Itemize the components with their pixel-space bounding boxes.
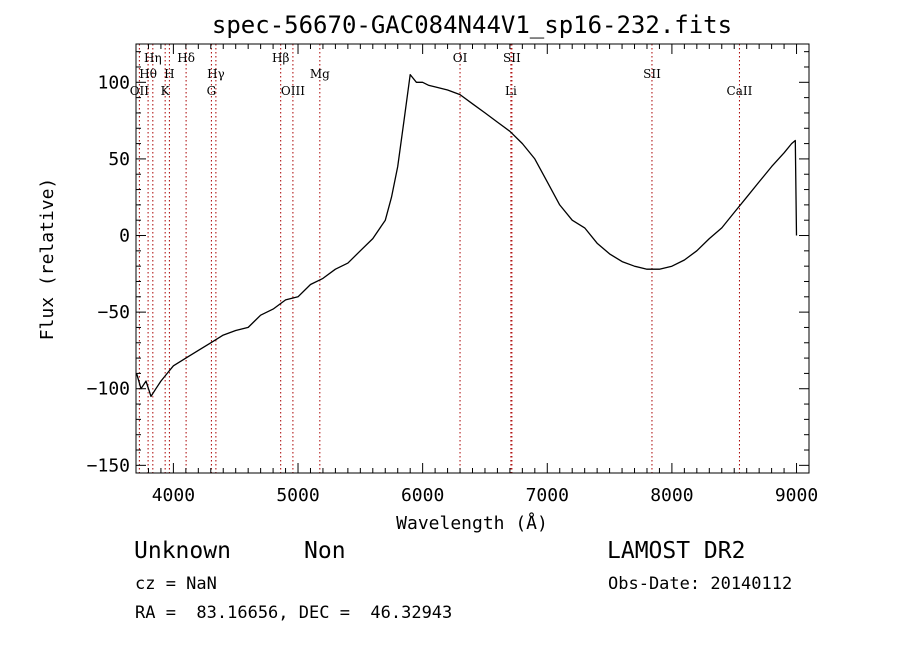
x-tick-label-5: 9000 [775, 485, 818, 506]
chart-title: spec-56670-GAC084N44V1_sp16-232.fits [212, 11, 732, 39]
coordinates: RA = 83.16656, DEC = 46.32943 [135, 603, 453, 623]
line-label-14: SII [643, 67, 661, 81]
axis-ticks: 4000 5000 6000 7000 8000 9000 −150 −100 −50 0 50 10… [87, 44, 818, 506]
x-tick-label-0: 4000 [152, 485, 195, 506]
line-label-1: Hθ [139, 67, 157, 81]
x-tick-label-1: 5000 [276, 485, 319, 506]
x-tick-label-2: 6000 [401, 485, 444, 506]
line-label-12: SII [503, 51, 521, 65]
line-label-7: G [207, 84, 217, 98]
y-tick-label-3: 0 [119, 226, 130, 247]
line-label-10: Mg [310, 67, 330, 81]
line-label-3: H [164, 67, 174, 81]
x-tick-label-3: 7000 [526, 485, 569, 506]
line-label-2: OII [130, 84, 150, 98]
survey-name: LAMOST DR2 [607, 538, 746, 564]
line-label-0: Hη [144, 51, 162, 65]
spectrum-line-0 [135, 73, 798, 398]
y-tick-label-4: 50 [108, 149, 130, 170]
x-tick-label-4: 8000 [650, 485, 693, 506]
spectrum-series [135, 73, 798, 398]
obs-date: Obs-Date: 20140112 [608, 574, 793, 594]
line-label-11: OI [453, 51, 468, 65]
line-label-5: Hδ [177, 51, 195, 65]
plot-frame [135, 43, 810, 474]
line-label-15: CaII [727, 84, 753, 98]
y-tick-label-0: −150 [87, 455, 130, 476]
spectral-line-markers: Hη Hθ OII HK Hδ Hγ G Hβ OIII Mg OI SII Li SII CaII [130, 44, 753, 473]
y-axis-label: Flux (relative) [37, 178, 58, 341]
line-label-4: K [161, 84, 171, 98]
line-label-6: Hγ [207, 67, 225, 81]
line-label-8: Hβ [272, 51, 289, 65]
y-tick-label-1: −100 [87, 379, 130, 400]
y-tick-label-2: −50 [97, 302, 130, 323]
line-label-13: Li [505, 84, 517, 98]
y-tick-label-5: 100 [97, 72, 130, 93]
line-label-9: OIII [281, 84, 305, 98]
redshift: cz = NaN [135, 574, 217, 594]
x-axis-label: Wavelength (Å) [396, 512, 548, 534]
object-class: Unknown [134, 538, 231, 564]
object-subclass: Non [304, 538, 346, 564]
